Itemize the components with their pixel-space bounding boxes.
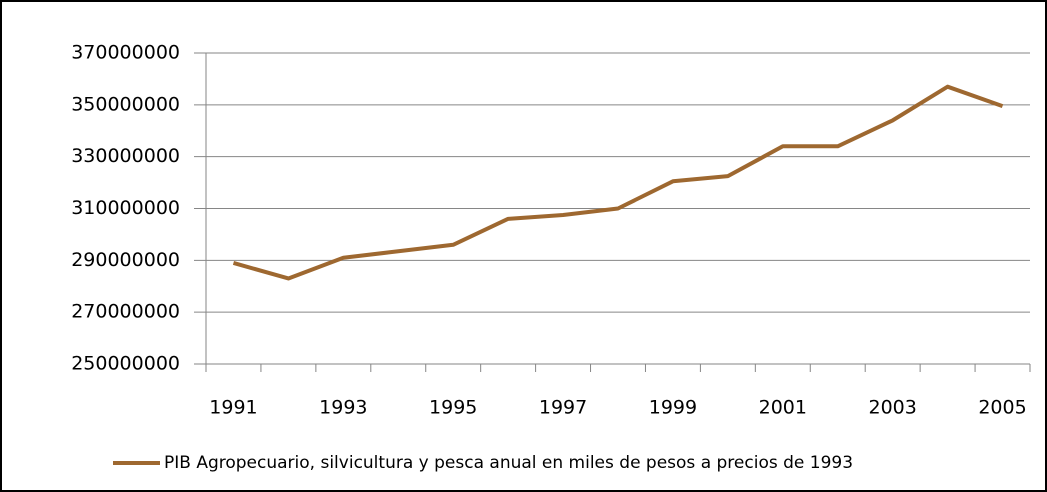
y-tick-label: 270000000	[71, 301, 180, 323]
x-tick-label: 1999	[649, 397, 697, 419]
y-tick-label: 350000000	[71, 93, 180, 115]
x-tick-label: 1995	[429, 397, 477, 419]
x-tick-label: 1993	[319, 397, 367, 419]
x-tick-label: 1991	[209, 397, 257, 419]
y-tick-label: 250000000	[71, 353, 180, 375]
y-tick-label: 290000000	[71, 249, 180, 271]
x-tick-label: 2001	[759, 397, 807, 419]
y-tick-label: 370000000	[71, 42, 180, 64]
x-tick-label: 2005	[978, 397, 1026, 419]
x-tick-label: 2003	[868, 397, 916, 419]
y-tick-label: 310000000	[71, 197, 180, 219]
data-line	[232, 84, 1004, 281]
y-tick-label: 330000000	[71, 145, 180, 167]
legend-text: PIB Agropecuario, silvicultura y pesca a…	[164, 453, 853, 473]
x-tick-label: 1997	[539, 397, 587, 419]
